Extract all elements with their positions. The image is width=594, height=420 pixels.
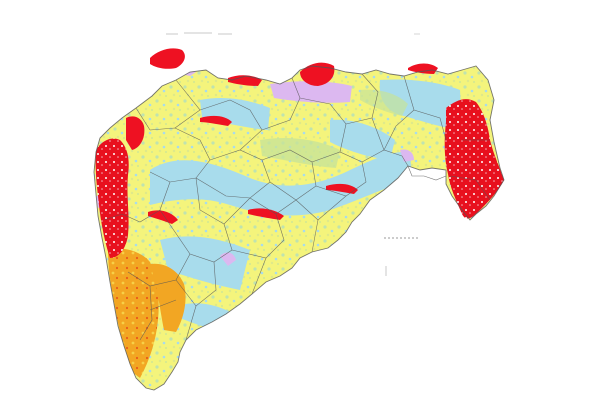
region-blue-central — [150, 151, 412, 216]
district-boundaries — [93, 65, 505, 391]
region-lavender-north — [270, 81, 352, 103]
region-blue-south — [160, 236, 250, 290]
faint-heading-mark — [166, 32, 232, 35]
region-red-ghats-north — [126, 116, 145, 150]
region-blue-east2 — [330, 119, 395, 160]
region-red-strip-4 — [148, 210, 178, 224]
region-red-east-lobe — [444, 99, 504, 219]
outline-east-notch — [407, 165, 447, 181]
region-red-ghats — [95, 138, 129, 258]
region-green-central — [260, 138, 340, 168]
region-lavender-central — [220, 252, 236, 266]
region-blue-north — [200, 97, 270, 130]
region-red-east-top — [408, 63, 438, 74]
region-red-north-patch — [150, 48, 185, 69]
region-orange-coastal — [108, 248, 159, 378]
region-red-strip-3 — [200, 115, 232, 126]
region-blue-east — [379, 79, 462, 130]
region-red-north-patch-2 — [300, 62, 335, 86]
region-green-north — [360, 89, 408, 116]
region-red-strip-1 — [248, 208, 284, 220]
region-red-strip-2 — [326, 183, 358, 194]
